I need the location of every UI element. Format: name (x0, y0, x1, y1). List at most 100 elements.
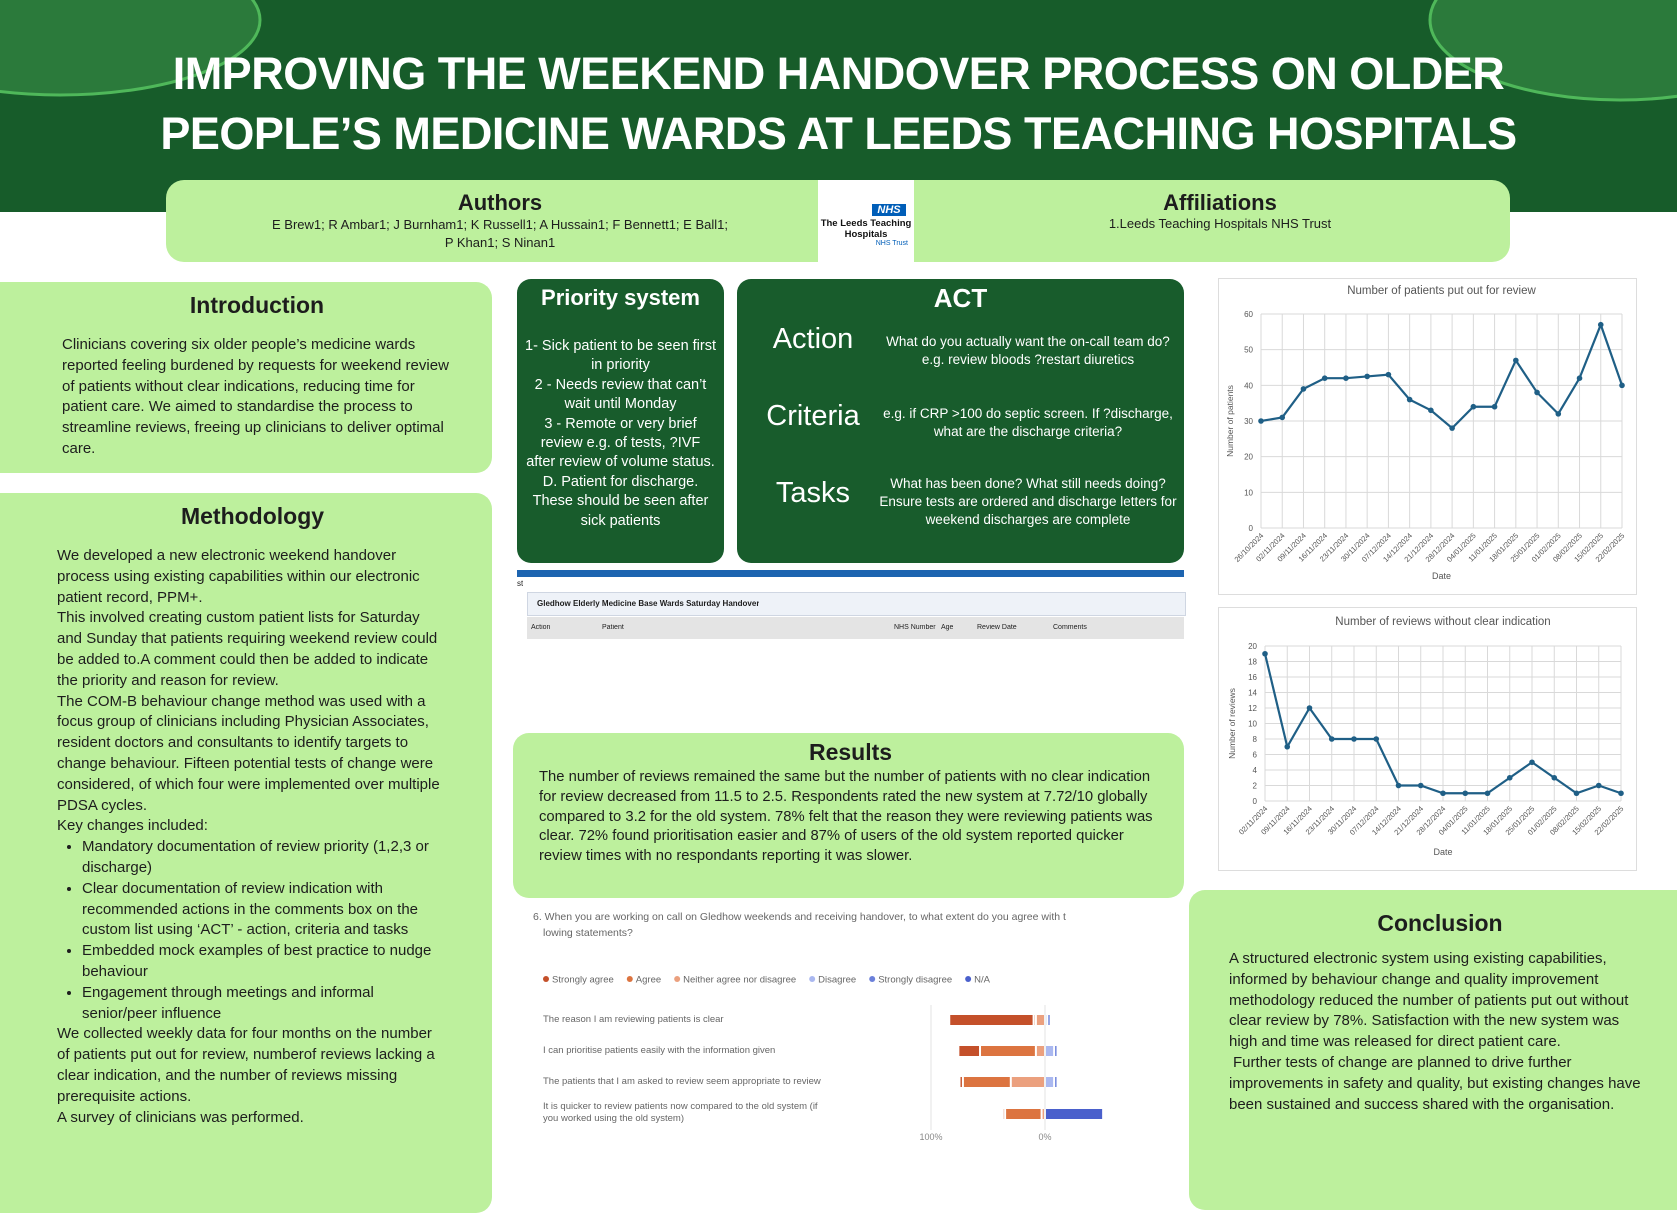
data-point (1351, 736, 1357, 742)
data-point (1307, 705, 1313, 711)
chart-frame: Number of reviews without clear indicati… (1218, 607, 1637, 871)
data-point (1284, 744, 1290, 750)
data-point (1555, 411, 1561, 417)
y-tick-label: 50 (1244, 346, 1253, 355)
data-point (1373, 736, 1379, 742)
y-tick-label: 4 (1253, 766, 1258, 775)
data-point (1534, 390, 1540, 396)
results: Results The number of reviews remained t… (513, 733, 1184, 898)
data-point (1262, 651, 1268, 657)
y-tick-label: 18 (1248, 658, 1257, 667)
legend-label: Strongly agree (552, 975, 614, 986)
nhs-badge: NHS (872, 204, 906, 216)
legend-swatch (674, 976, 680, 982)
intro-heading: Introduction (62, 292, 452, 319)
intro-text: Clinicians covering six older people’s m… (62, 335, 452, 460)
key-change: Engagement through meetings and informal… (82, 983, 448, 1025)
logo: NHS The Leeds Teaching Hospitals NHS Tru… (818, 180, 914, 262)
results-heading: Results (539, 739, 1162, 766)
survey-bar (1037, 1015, 1044, 1025)
handover-screenshot: st Gledhow Elderly Medicine Base Wards S… (517, 570, 1184, 715)
y-tick-label: 0 (1253, 797, 1258, 806)
data-point (1449, 425, 1455, 431)
conclusion: Conclusion A structured electronic syste… (1189, 890, 1677, 1210)
column: Review Date (977, 624, 1017, 631)
chart: Number of patients put out for review010… (1219, 279, 1636, 594)
survey-bar (1048, 1015, 1049, 1025)
author-names: E Brew1; R Ambar1; J Burnham1; K Russell… (180, 216, 820, 252)
act-term: Action (745, 323, 881, 356)
conclusion-text: Further tests of change are planned to d… (1229, 1053, 1651, 1115)
x-axis-label: Date (1433, 847, 1452, 857)
data-point (1407, 397, 1413, 403)
statement-label: The reason I am reviewing patients is cl… (543, 1014, 823, 1026)
column: Age (941, 624, 953, 631)
y-tick-label: 30 (1244, 417, 1253, 426)
survey-bar (959, 1046, 979, 1056)
data-point (1471, 404, 1477, 410)
data-point (1428, 408, 1434, 414)
method-text: This involved creating custom patient li… (57, 608, 448, 691)
survey-bar (1046, 1109, 1102, 1119)
screenshot-title: Gledhow Elderly Medicine Base Wards Satu… (537, 599, 759, 608)
chart: Number of reviews without clear indicati… (1219, 608, 1636, 870)
legend-swatch (543, 976, 549, 982)
x-tick-label: 100% (919, 1132, 942, 1142)
column: Action (531, 624, 550, 631)
data-line (1261, 325, 1622, 428)
legend-label: Agree (636, 975, 661, 986)
column: Comments (1053, 624, 1087, 631)
logo-trust: NHS Trust (818, 240, 914, 247)
y-tick-label: 16 (1248, 673, 1257, 682)
y-tick-label: 0 (1249, 524, 1254, 533)
data-point (1396, 783, 1402, 789)
data-point (1598, 322, 1604, 328)
legend-swatch (869, 976, 875, 982)
data-point (1577, 375, 1583, 381)
y-tick-label: 40 (1244, 381, 1253, 390)
priority-heading: Priority system (525, 285, 716, 311)
legend-label: Disagree (818, 975, 856, 986)
key-change: Embedded mock examples of best practice … (82, 941, 448, 983)
survey-bar (961, 1077, 962, 1087)
data-point (1386, 372, 1392, 378)
survey-bar (1006, 1109, 1040, 1119)
act-term: Tasks (745, 477, 881, 510)
survey-bar (1055, 1077, 1056, 1087)
data-point (1462, 790, 1468, 796)
y-axis-label: Number of patients (1225, 385, 1235, 457)
x-tick-label: 0% (1038, 1132, 1051, 1142)
y-tick-label: 14 (1248, 689, 1257, 698)
method-text: Key changes included: (57, 816, 448, 837)
conclusion-text: A structured electronic system using exi… (1229, 949, 1651, 1053)
priority-item: 3 - Remote or very brief review e.g. of … (525, 415, 716, 473)
y-tick-label: 10 (1244, 488, 1253, 497)
survey-bar (950, 1015, 1032, 1025)
method-text: We collected weekly data for four months… (57, 1024, 448, 1107)
survey-question: 6. When you are working on call on Gledh… (533, 911, 1066, 923)
y-tick-label: 20 (1244, 453, 1253, 462)
priority-item: 2 - Needs review that can’t wait until M… (525, 376, 716, 415)
survey-bar (981, 1046, 1035, 1056)
data-point (1364, 374, 1370, 380)
data-point (1551, 775, 1557, 781)
y-tick-label: 20 (1248, 642, 1257, 651)
y-tick-label: 6 (1253, 751, 1258, 760)
y-tick-label: 12 (1248, 704, 1257, 713)
results-text: The number of reviews remained the same … (539, 768, 1162, 867)
key-change: Clear documentation of review indication… (82, 879, 448, 941)
affiliation: 1.Leeds Teaching Hospitals NHS Trust (1000, 216, 1440, 231)
data-point (1343, 375, 1349, 381)
affiliations: Affiliations 1.Leeds Teaching Hospitals … (1000, 190, 1440, 231)
act-text: What has been done? What still needs doi… (877, 475, 1179, 529)
data-point (1322, 375, 1328, 381)
method-text: We developed a new electronic weekend ha… (57, 546, 448, 608)
authors: Authors E Brew1; R Ambar1; J Burnham1; K… (180, 190, 820, 252)
data-point (1301, 386, 1307, 392)
y-tick-label: 8 (1253, 735, 1258, 744)
survey-question: lowing statements? (543, 927, 633, 939)
data-point (1258, 418, 1264, 424)
data-point (1492, 404, 1498, 410)
legend-swatch (627, 976, 633, 982)
legend-label: N/A (974, 975, 991, 986)
